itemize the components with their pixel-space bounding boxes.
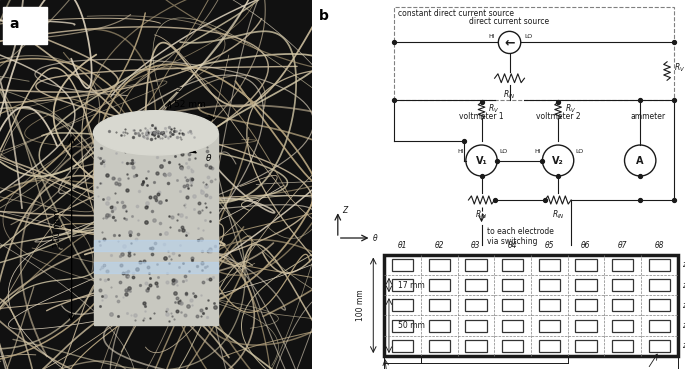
Text: voltmeter 2: voltmeter 2 [536, 112, 580, 121]
Bar [612, 340, 633, 352]
Bar [393, 299, 414, 311]
Text: z5: z5 [682, 341, 685, 351]
Text: θ8: θ8 [654, 241, 664, 250]
Bar [429, 259, 450, 271]
Bar [429, 279, 450, 291]
Bar [502, 279, 523, 291]
Bar [394, 7, 674, 100]
Bar [538, 340, 560, 352]
Text: z3: z3 [682, 301, 685, 310]
Text: $R_V$: $R_V$ [488, 103, 499, 115]
Text: LO: LO [525, 34, 533, 39]
Text: V₁: V₁ [475, 155, 488, 166]
Text: θ6: θ6 [581, 241, 590, 250]
Bar [575, 299, 597, 311]
Text: $R_{IN}$: $R_{IN}$ [503, 89, 516, 101]
Bar [393, 320, 414, 332]
Text: A: A [636, 155, 644, 166]
Text: voltmeter 1: voltmeter 1 [459, 112, 504, 121]
Text: HI: HI [458, 149, 464, 154]
Bar [465, 299, 486, 311]
Bar [393, 340, 414, 352]
Bar [649, 320, 670, 332]
Bar [502, 259, 523, 271]
Text: V₂: V₂ [552, 155, 564, 166]
Text: Z: Z [342, 206, 347, 215]
Bar [429, 320, 450, 332]
Bar [393, 259, 414, 271]
Bar [575, 320, 597, 332]
Text: θ5: θ5 [545, 241, 554, 250]
Text: 50 mm: 50 mm [398, 321, 425, 330]
Text: 100 mm: 100 mm [356, 290, 364, 321]
Bar [502, 340, 523, 352]
Bar [465, 279, 486, 291]
Text: z2: z2 [682, 280, 685, 290]
Text: $R_{IN}$: $R_{IN}$ [475, 208, 488, 221]
Bar [575, 259, 597, 271]
Text: to each electrode
via switching: to each electrode via switching [487, 227, 554, 246]
Bar [384, 255, 677, 356]
Text: direct current source: direct current source [469, 17, 549, 25]
Text: z: z [176, 85, 181, 94]
Text: $R_V$: $R_V$ [674, 61, 685, 73]
Text: a: a [10, 17, 19, 31]
Bar [502, 320, 523, 332]
Text: HI: HI [534, 149, 540, 154]
Text: HI: HI [488, 34, 495, 39]
Bar [612, 279, 633, 291]
Bar [93, 133, 218, 325]
Text: LO: LO [575, 149, 584, 154]
Bar [502, 299, 523, 311]
Bar [538, 320, 560, 332]
Bar [429, 299, 450, 311]
Text: z1: z1 [682, 260, 685, 269]
Ellipse shape [93, 111, 218, 155]
Bar [393, 279, 414, 291]
Bar [3, 7, 47, 44]
Bar [649, 259, 670, 271]
Text: θ4: θ4 [508, 241, 517, 250]
Bar [649, 299, 670, 311]
Text: ←: ← [504, 36, 515, 49]
Bar [93, 240, 218, 251]
Bar [538, 299, 560, 311]
Bar [538, 279, 560, 291]
Text: θ2: θ2 [435, 241, 444, 250]
Text: constant direct current source: constant direct current source [397, 9, 514, 18]
Text: 100 mm: 100 mm [53, 210, 62, 248]
Bar [612, 320, 633, 332]
Text: θ3: θ3 [471, 241, 481, 250]
Bar [575, 340, 597, 352]
Bar [93, 262, 218, 273]
Bar [575, 279, 597, 291]
Bar [649, 279, 670, 291]
Bar [465, 259, 486, 271]
Text: θ7: θ7 [618, 241, 627, 250]
Text: ammeter: ammeter [630, 112, 665, 121]
Text: $R_{IN}$: $R_{IN}$ [551, 208, 564, 221]
Text: θ: θ [373, 234, 378, 242]
Text: LO: LO [499, 149, 508, 154]
Text: z4: z4 [682, 321, 685, 330]
Text: θ1: θ1 [398, 241, 408, 250]
Text: 52 mm: 52 mm [174, 100, 206, 109]
Bar [649, 340, 670, 352]
Text: θ: θ [206, 154, 211, 163]
Bar [465, 340, 486, 352]
Bar [538, 259, 560, 271]
Bar [429, 340, 450, 352]
Bar [612, 259, 633, 271]
Text: $R_V$: $R_V$ [565, 103, 576, 115]
Text: b: b [319, 9, 329, 23]
Bar [612, 299, 633, 311]
Bar [465, 320, 486, 332]
Text: 17 mm: 17 mm [398, 280, 425, 290]
